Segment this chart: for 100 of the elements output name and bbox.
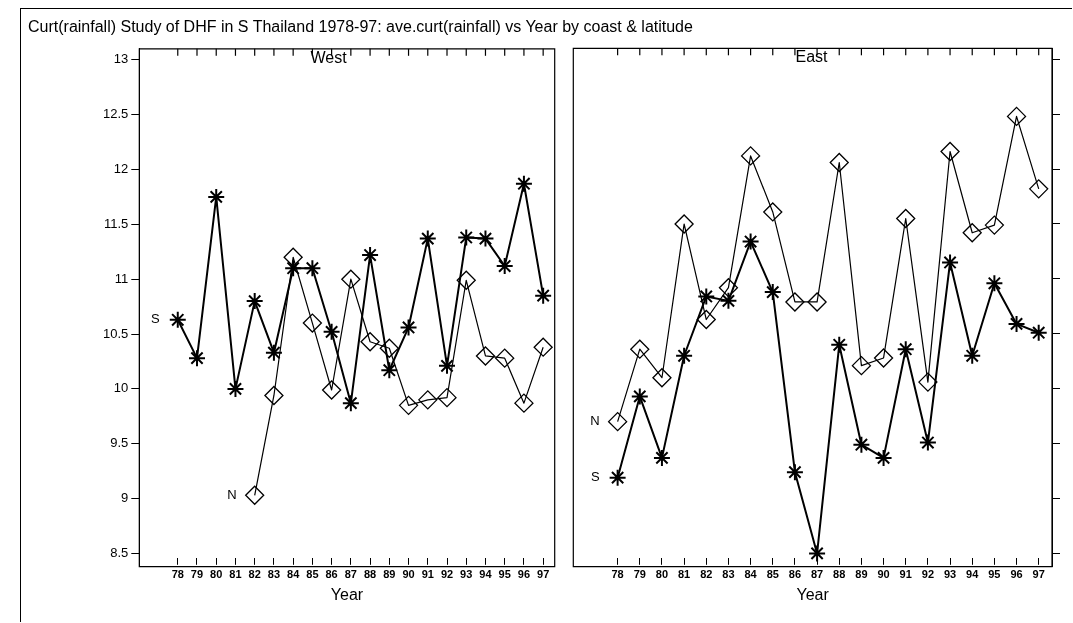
x-tick-label: 95 [988,568,1001,581]
point [322,322,341,341]
x-tick-label: 80 [210,568,223,581]
point [941,253,960,272]
x-tick-label: 80 [655,568,669,581]
point [630,339,650,359]
x-tick-label: 90 [877,568,890,581]
point [918,372,938,392]
point [652,368,672,388]
x-tick-label: 87 [344,568,357,581]
point [418,390,438,410]
x-tick-label: 86 [788,568,802,581]
point [264,343,283,362]
y-tick-label: 9.5 [110,435,129,451]
x-tick-label: 84 [744,568,758,581]
point [302,313,323,333]
point [437,388,457,408]
x-tick-label: 84 [287,568,301,581]
point [341,269,361,289]
chart-subtitle: West [310,48,348,66]
point [264,385,284,406]
point [168,310,187,329]
point [514,393,534,413]
point [475,346,496,366]
point [674,214,694,234]
point [741,232,760,251]
point [896,208,916,229]
point [361,246,380,265]
point [785,463,804,482]
point [380,361,399,380]
x-tick-label: 81 [229,568,242,581]
point [1029,323,1048,342]
point [533,337,553,357]
point [514,174,533,193]
x-tick-label: 88 [363,568,377,581]
x-tick-label: 97 [537,568,550,581]
point [495,348,515,368]
point [608,468,627,487]
y-tick-label: 12 [113,161,129,177]
x-tick-label: 83 [267,568,281,581]
x-axis-title: Year [796,586,830,604]
x-tick-label: 86 [325,568,338,581]
series-label: N [590,413,600,429]
point [697,287,716,306]
y-tick-label: 10 [113,380,129,396]
point [321,380,342,400]
point [245,485,265,505]
point [785,292,805,312]
x-axis-title: Year [330,586,364,604]
point [851,356,872,376]
point [1007,314,1026,333]
point [873,348,894,368]
y-tick-label: 9 [121,490,129,506]
y-tick-label: 10.5 [102,325,129,341]
x-tick-label: 96 [517,568,531,581]
x-tick-label: 94 [966,568,980,581]
x-tick-label: 92 [921,568,935,581]
point [630,387,649,406]
point [438,356,456,375]
point [303,259,322,278]
point [940,141,960,162]
point [226,379,245,398]
chart-title: Curt(rainfall) Study of DHF in S Thailand 1978-97: ave.curt(rainfall) vs Year by coast & latitude [28,18,693,36]
x-tick-label: 89 [855,568,868,581]
point [341,394,360,413]
point [607,412,628,432]
point [896,340,915,359]
point [188,349,206,368]
x-tick-label: 92 [440,568,454,581]
point [763,283,782,302]
x-tick-label: 90 [402,568,415,581]
x-tick-label: 87 [810,568,824,581]
x-tick-label: 78 [611,568,624,581]
point [495,257,514,276]
series-label: S [590,469,600,485]
point [1029,179,1049,199]
y-tick-label: 11.5 [103,215,129,231]
point [829,152,849,173]
x-tick-label: 95 [498,568,511,581]
x-tick-label: 79 [633,568,646,581]
point [379,338,399,358]
x-tick-label: 91 [899,568,912,581]
x-tick-label: 79 [190,568,204,581]
x-tick-label: 88 [833,568,846,581]
x-tick-label: 93 [460,568,473,581]
point [360,332,380,352]
point [696,309,716,330]
point [962,223,982,243]
point [963,346,982,365]
point [830,335,849,354]
x-tick-label: 89 [383,568,396,581]
x-tick-label: 78 [171,568,184,581]
point [652,448,671,467]
y-tick-label: 8.5 [110,545,129,561]
point [245,292,264,311]
point [984,215,1005,235]
y-tick-label: 13 [113,51,129,67]
point [534,286,553,305]
point [399,318,418,337]
point [807,292,827,312]
